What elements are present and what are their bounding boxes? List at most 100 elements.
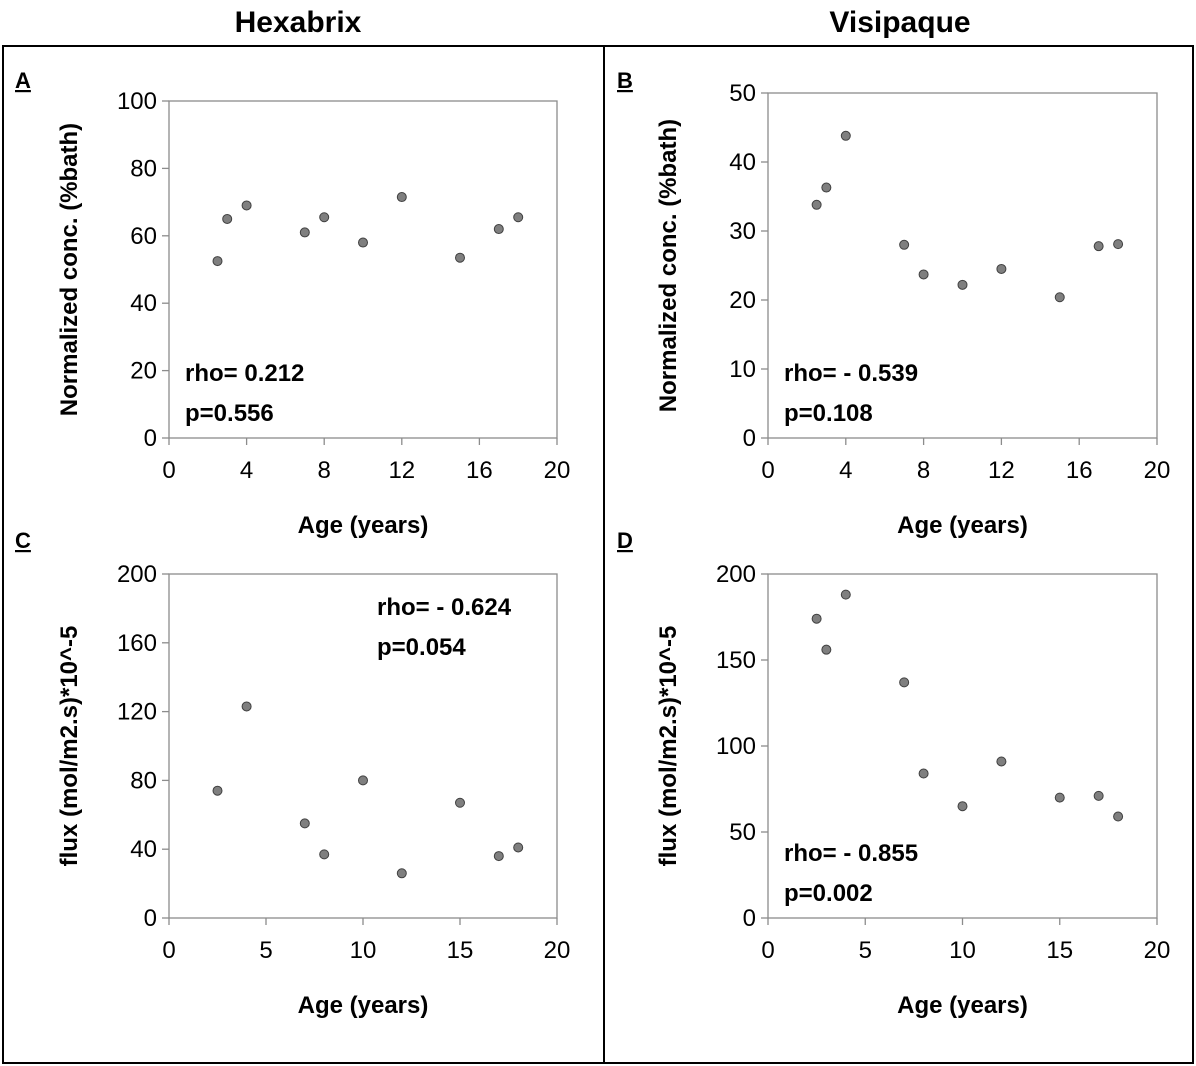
- p-value: p=0.108: [784, 400, 873, 427]
- plot-area: [168, 573, 558, 919]
- plot-area: [168, 100, 558, 439]
- x-tick-label: 8: [318, 457, 331, 484]
- panel-c: C 0 40 80 120 160 200 0 5 10 15 20 Age (years) flux (…: [15, 528, 570, 1019]
- data-point: [899, 677, 910, 688]
- x-tick-label: 5: [859, 937, 872, 964]
- y-tick-label: 0: [144, 425, 157, 452]
- y-tick-label: 200: [716, 561, 756, 588]
- y-tick-label: 40: [729, 149, 756, 176]
- y-tick-label: 80: [130, 155, 157, 182]
- data-point: [821, 182, 832, 193]
- data-point: [299, 818, 310, 829]
- x-tick-label: 15: [1046, 937, 1073, 964]
- data-point: [1054, 292, 1065, 303]
- y-tick-label: 0: [144, 905, 157, 932]
- p-value: p=0.556: [185, 400, 274, 427]
- y-tick-label: 60: [130, 223, 157, 250]
- panel-letter: C: [15, 528, 31, 553]
- data-point: [899, 239, 910, 250]
- p-value: p=0.002: [784, 880, 873, 907]
- data-point: [957, 801, 968, 812]
- data-point: [396, 192, 407, 203]
- panel-letter: D: [617, 528, 633, 553]
- x-tick-label: 16: [1066, 457, 1093, 484]
- data-point: [821, 644, 832, 655]
- panel-letter: B: [617, 68, 633, 93]
- panel-letter: A: [15, 68, 31, 93]
- rho-value: rho= - 0.855: [784, 840, 918, 867]
- x-tick-label: 0: [162, 457, 175, 484]
- y-tick-label: 200: [117, 561, 157, 588]
- data-point: [319, 212, 330, 223]
- data-point: [241, 200, 252, 211]
- y-tick-label: 80: [130, 767, 157, 794]
- data-point: [222, 213, 233, 224]
- data-point: [212, 256, 223, 267]
- data-point: [358, 237, 368, 248]
- data-point: [1054, 792, 1065, 803]
- rho-value: rho= - 0.539: [784, 360, 918, 387]
- data-point: [811, 613, 822, 624]
- x-tick-label: 20: [544, 937, 571, 964]
- data-point: [840, 130, 851, 141]
- x-tick-label: 4: [839, 457, 852, 484]
- y-tick-label: 100: [716, 733, 756, 760]
- x-axis-label: Age (years): [298, 512, 429, 539]
- x-tick-label: 20: [1144, 937, 1171, 964]
- x-axis-label: Age (years): [897, 992, 1028, 1019]
- rho-value: rho= 0.212: [185, 360, 304, 387]
- data-point: [212, 785, 223, 796]
- panel-a: A 0 20 40 60 80 100 0 4 8 12 16 20 Age (years) Normali…: [15, 68, 570, 539]
- data-point: [996, 756, 1007, 767]
- data-point: [455, 252, 465, 263]
- data-point: [396, 868, 407, 879]
- y-tick-label: 160: [117, 630, 157, 657]
- y-tick-label: 30: [729, 218, 756, 245]
- data-point: [918, 269, 929, 280]
- y-tick-label: 10: [729, 356, 756, 383]
- rho-value: rho= - 0.624: [377, 594, 512, 621]
- x-axis-label: Age (years): [298, 992, 429, 1019]
- y-tick-label: 50: [729, 819, 756, 846]
- data-point: [1093, 790, 1104, 801]
- data-point: [957, 279, 968, 290]
- x-tick-label: 8: [917, 457, 930, 484]
- y-axis-label: Normalized conc. (%bath): [56, 123, 83, 416]
- data-point: [319, 849, 330, 860]
- y-tick-label: 40: [130, 836, 157, 863]
- y-tick-label: 20: [729, 287, 756, 314]
- panel-d: D 0 50 100 150 200 0 5 10 15 20 Age (years) flux (mo…: [617, 528, 1170, 1019]
- data-point: [493, 224, 504, 235]
- x-tick-label: 20: [1144, 457, 1171, 484]
- y-tick-label: 100: [117, 88, 157, 115]
- y-tick-label: 0: [743, 425, 756, 452]
- x-tick-label: 20: [544, 457, 571, 484]
- x-tick-label: 4: [240, 457, 253, 484]
- y-tick-label: 40: [130, 290, 157, 317]
- y-tick-label: 20: [130, 358, 157, 385]
- data-point: [918, 768, 929, 779]
- data-point: [455, 797, 465, 808]
- column-title-visipaque: Visipaque: [829, 6, 970, 39]
- x-tick-label: 12: [388, 457, 415, 484]
- y-tick-label: 150: [716, 647, 756, 674]
- data-point: [241, 701, 252, 712]
- x-tick-label: 5: [259, 937, 272, 964]
- data-point: [493, 851, 504, 862]
- y-axis-label: Normalized conc. (%bath): [655, 119, 682, 412]
- data-point: [1093, 241, 1104, 252]
- y-tick-label: 0: [743, 905, 756, 932]
- data-point: [811, 199, 822, 210]
- data-point: [513, 212, 524, 223]
- x-tick-label: 12: [988, 457, 1015, 484]
- x-tick-label: 0: [761, 937, 774, 964]
- data-point: [996, 263, 1007, 274]
- x-tick-label: 0: [761, 457, 774, 484]
- data-point: [840, 589, 851, 600]
- x-tick-label: 0: [162, 937, 175, 964]
- data-point: [513, 842, 524, 853]
- x-tick-label: 15: [447, 937, 474, 964]
- x-axis-label: Age (years): [897, 512, 1028, 539]
